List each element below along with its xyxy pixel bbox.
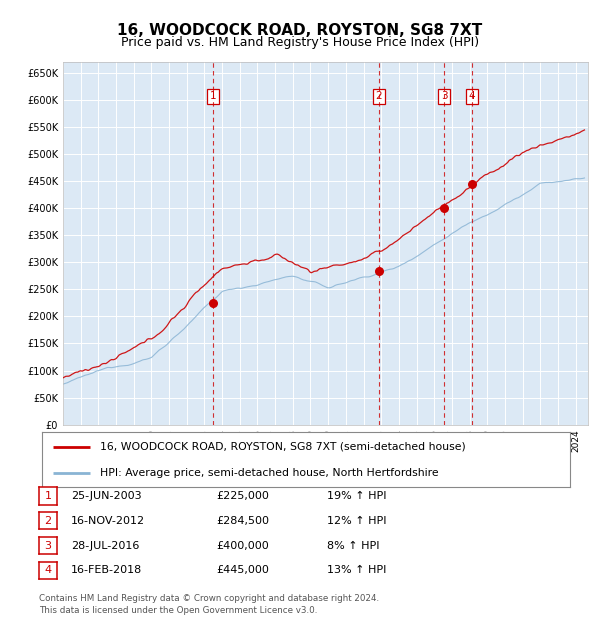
Text: HPI: Average price, semi-detached house, North Hertfordshire: HPI: Average price, semi-detached house,… [100,468,439,478]
Text: £284,500: £284,500 [216,516,269,526]
Text: 16-NOV-2012: 16-NOV-2012 [71,516,145,526]
Text: £225,000: £225,000 [216,491,269,501]
Text: 13% ↑ HPI: 13% ↑ HPI [327,565,386,575]
Text: 3: 3 [441,92,448,102]
Point [374,266,384,276]
Text: 3: 3 [44,541,52,551]
Text: 1: 1 [209,92,216,102]
Text: 16, WOODCOCK ROAD, ROYSTON, SG8 7XT: 16, WOODCOCK ROAD, ROYSTON, SG8 7XT [118,23,482,38]
Text: £400,000: £400,000 [216,541,269,551]
Text: 12% ↑ HPI: 12% ↑ HPI [327,516,386,526]
Text: 2: 2 [44,516,52,526]
Text: Contains HM Land Registry data © Crown copyright and database right 2024.
This d: Contains HM Land Registry data © Crown c… [39,594,379,615]
Point [439,203,449,213]
Text: 19% ↑ HPI: 19% ↑ HPI [327,491,386,501]
Text: 16-FEB-2018: 16-FEB-2018 [71,565,142,575]
Text: 28-JUL-2016: 28-JUL-2016 [71,541,139,551]
Text: Price paid vs. HM Land Registry's House Price Index (HPI): Price paid vs. HM Land Registry's House … [121,36,479,49]
Point [467,179,476,188]
Text: 2: 2 [376,92,382,102]
Text: 25-JUN-2003: 25-JUN-2003 [71,491,142,501]
Text: 1: 1 [44,491,52,501]
Text: £445,000: £445,000 [216,565,269,575]
Text: 16, WOODCOCK ROAD, ROYSTON, SG8 7XT (semi-detached house): 16, WOODCOCK ROAD, ROYSTON, SG8 7XT (sem… [100,442,466,452]
Text: 4: 4 [44,565,52,575]
Point [208,298,218,308]
Text: 4: 4 [469,92,475,102]
Text: 8% ↑ HPI: 8% ↑ HPI [327,541,380,551]
